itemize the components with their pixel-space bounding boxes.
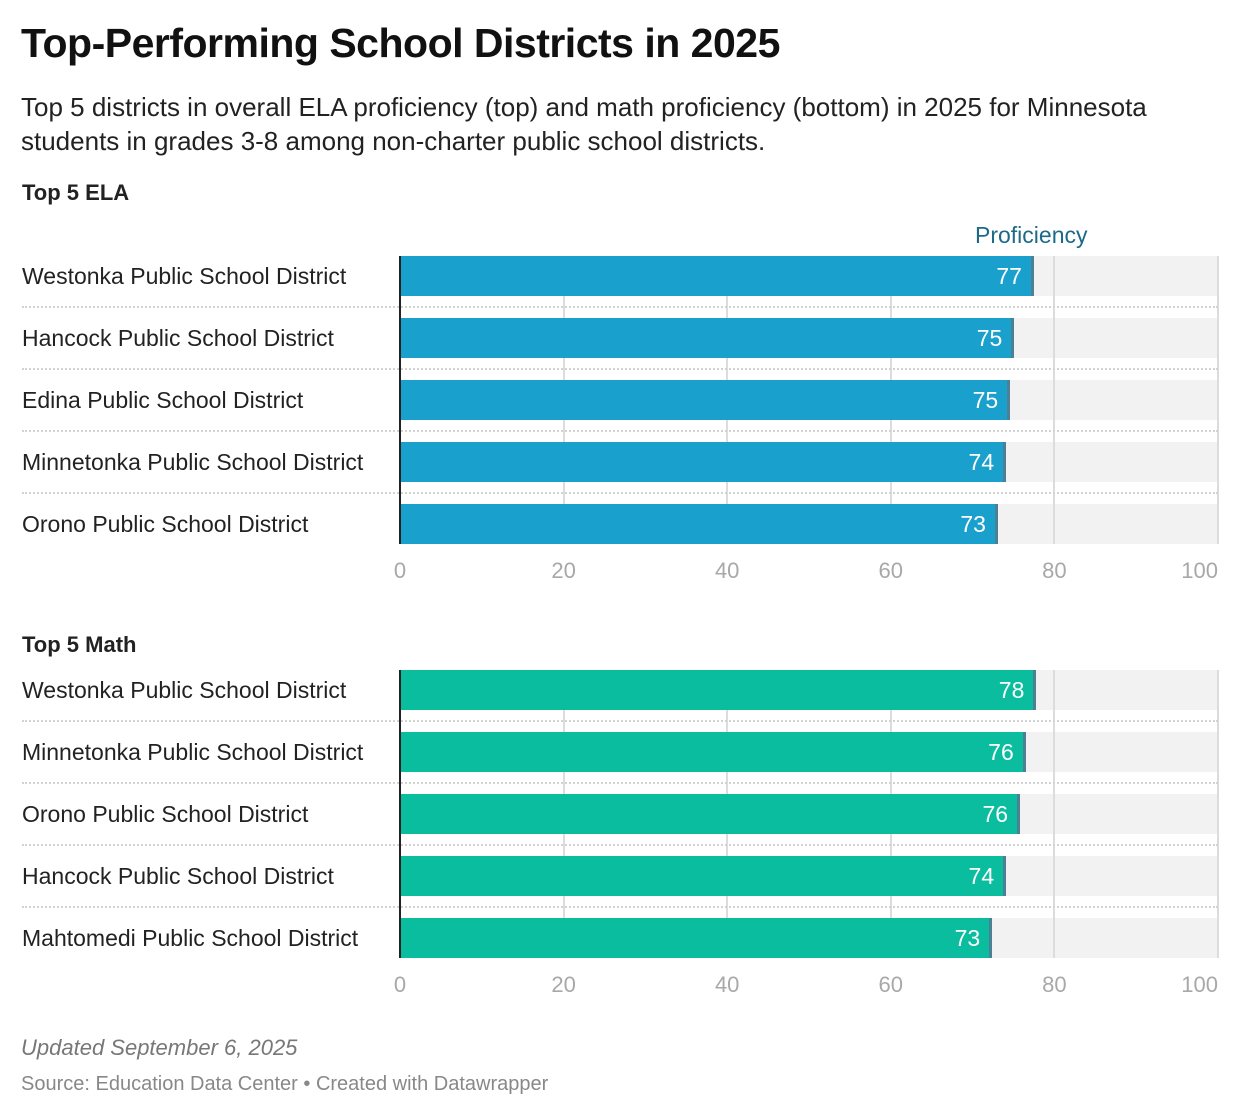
row-separator [22,492,1218,494]
row-separator [22,844,1218,846]
tick-label: 20 [551,558,576,583]
category-label: Westonka Public School District [22,677,347,703]
category-label: Hancock Public School District [22,325,334,351]
tick-label: 60 [878,972,904,997]
bar [400,794,1021,834]
tick-label: 100 [1181,972,1218,997]
tick-label: 0 [393,972,407,997]
row-separator [22,306,1218,308]
category-label: Edina Public School District [22,387,304,413]
bar [400,318,1015,358]
chart-title: Top-Performing School Districts in 2025 [21,20,780,66]
section-heading: Top 5 ELA [22,180,130,205]
tick-label: 20 [551,972,576,997]
axis-baseline [399,256,401,544]
value-label: 78 [998,677,1025,703]
value-label: 77 [996,263,1022,289]
value-label: 75 [976,325,1003,351]
category-label: Mahtomedi Public School District [22,925,359,951]
bar [400,380,1011,420]
column-label: Proficiency [975,222,1088,248]
tick-label: 80 [1042,558,1067,583]
bar [400,504,998,544]
bar [400,918,993,958]
value-label: 74 [968,863,995,889]
category-label: Orono Public School District [22,511,309,537]
bar [400,256,1034,296]
category-label: Minnetonka Public School District [22,449,364,475]
tick-label: 40 [714,972,740,997]
value-label: 75 [972,387,999,413]
bar [400,670,1037,710]
updated-note: Updated September 6, 2025 [21,1035,298,1060]
gridline [1217,256,1219,544]
value-label: 76 [988,739,1014,765]
row-separator [22,906,1218,908]
bar [400,856,1007,896]
row-separator [22,782,1218,784]
row-separator [22,720,1218,722]
value-label: 74 [968,449,995,475]
value-label: 73 [960,511,986,537]
section-heading: Top 5 Math [22,632,137,657]
gridline [1217,670,1219,958]
bar [400,442,1007,482]
category-label: Hancock Public School District [22,863,334,889]
category-label: Minnetonka Public School District [22,739,364,765]
value-label: 73 [954,925,981,951]
row-separator [22,430,1218,432]
source-note: Source: Education Data Center • Created … [21,1073,549,1095]
tick-label: 0 [393,558,407,583]
gridline [1053,256,1056,544]
gridline [1053,670,1056,958]
value-label: 76 [982,801,1009,827]
category-label: Orono Public School District [22,801,309,827]
category-label: Westonka Public School District [22,263,347,289]
tick-label: 100 [1181,558,1218,583]
bar [400,732,1026,772]
tick-label: 80 [1042,972,1067,997]
tick-label: 40 [714,558,740,583]
row-separator [22,368,1218,370]
tick-label: 60 [878,558,904,583]
axis-baseline [399,670,401,958]
chart-subtitle: Top 5 districts in overall ELA proficien… [21,92,1147,156]
